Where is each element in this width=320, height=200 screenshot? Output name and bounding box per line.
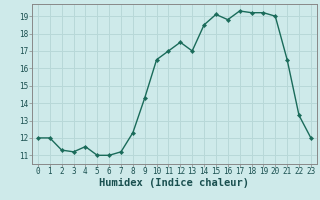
X-axis label: Humidex (Indice chaleur): Humidex (Indice chaleur) [100, 178, 249, 188]
